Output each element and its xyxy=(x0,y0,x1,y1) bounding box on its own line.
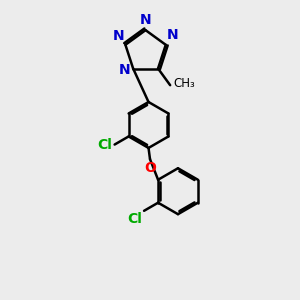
Text: N: N xyxy=(167,28,179,42)
Text: Cl: Cl xyxy=(128,212,142,226)
Text: Cl: Cl xyxy=(97,138,112,152)
Text: N: N xyxy=(140,13,152,27)
Text: N: N xyxy=(118,63,130,77)
Text: N: N xyxy=(112,29,124,43)
Text: O: O xyxy=(144,160,156,175)
Text: CH₃: CH₃ xyxy=(174,77,195,90)
